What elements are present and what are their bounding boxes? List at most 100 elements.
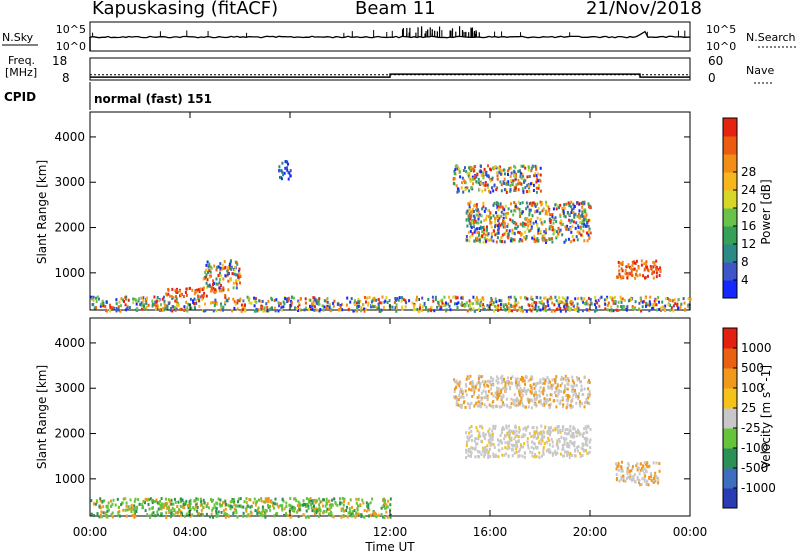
data-cell bbox=[539, 173, 542, 177]
data-cell bbox=[535, 202, 538, 206]
data-cell bbox=[512, 179, 515, 183]
data-cell bbox=[539, 229, 542, 233]
data-cell bbox=[566, 444, 569, 448]
data-cell bbox=[506, 306, 509, 310]
data-cell bbox=[107, 508, 110, 512]
data-cell bbox=[102, 511, 105, 515]
data-cell bbox=[538, 440, 541, 444]
data-cell bbox=[590, 302, 593, 306]
data-cell bbox=[236, 299, 239, 303]
data-cell bbox=[620, 297, 623, 301]
colorbar-tick-label: 20 bbox=[741, 201, 756, 215]
data-cell bbox=[578, 209, 581, 213]
data-cell bbox=[341, 308, 344, 312]
data-cell bbox=[573, 307, 576, 311]
data-cell bbox=[235, 273, 238, 277]
data-cell bbox=[468, 239, 471, 243]
data-cell bbox=[494, 225, 496, 229]
colorbar-swatch bbox=[723, 488, 737, 509]
data-cell bbox=[187, 504, 190, 508]
data-cell bbox=[536, 237, 539, 241]
colorbar-swatch bbox=[723, 190, 737, 209]
data-cell bbox=[295, 307, 297, 310]
data-cell bbox=[638, 472, 641, 476]
data-cell bbox=[631, 478, 633, 482]
data-cell bbox=[563, 442, 566, 446]
data-cell bbox=[511, 309, 513, 313]
data-cell bbox=[584, 301, 587, 305]
data-cell bbox=[304, 297, 307, 301]
data-cell bbox=[251, 504, 253, 508]
data-cell bbox=[305, 509, 308, 513]
data-cell bbox=[125, 295, 128, 299]
data-cell bbox=[534, 239, 537, 243]
data-cell bbox=[579, 225, 582, 229]
data-cell bbox=[153, 303, 156, 307]
data-cell bbox=[106, 514, 109, 518]
data-cell bbox=[109, 305, 112, 309]
data-cell bbox=[254, 509, 257, 513]
data-cell bbox=[500, 189, 503, 193]
data-cell bbox=[510, 397, 513, 401]
data-cell bbox=[478, 431, 481, 435]
data-cell bbox=[524, 405, 527, 409]
data-cell bbox=[303, 308, 306, 312]
data-cell bbox=[285, 512, 287, 516]
data-cell bbox=[172, 513, 175, 517]
data-cell bbox=[99, 499, 102, 503]
data-cell bbox=[648, 309, 651, 313]
data-cell bbox=[507, 381, 510, 385]
data-cell bbox=[479, 235, 482, 239]
data-cell bbox=[534, 172, 537, 176]
data-cell bbox=[587, 451, 590, 455]
data-cell bbox=[90, 295, 93, 299]
data-cell bbox=[160, 497, 163, 501]
data-cell bbox=[253, 309, 256, 313]
data-cell bbox=[494, 391, 497, 395]
data-cell bbox=[459, 381, 462, 385]
data-cell bbox=[483, 396, 486, 400]
data-cell bbox=[543, 220, 546, 224]
data-cell bbox=[482, 240, 485, 244]
data-cell bbox=[359, 299, 362, 303]
data-cell bbox=[298, 508, 301, 512]
data-cell bbox=[530, 218, 533, 221]
data-cell bbox=[470, 401, 473, 405]
data-cell bbox=[623, 305, 626, 309]
data-cell bbox=[473, 174, 476, 178]
data-cell bbox=[480, 173, 483, 177]
data-cell bbox=[531, 451, 534, 455]
data-cell bbox=[673, 298, 676, 302]
data-cell bbox=[359, 503, 362, 507]
data-cell bbox=[559, 309, 562, 313]
data-cell bbox=[569, 452, 572, 456]
data-cell bbox=[497, 204, 500, 208]
data-cell bbox=[452, 295, 455, 299]
data-cell bbox=[455, 379, 458, 383]
data-cell bbox=[197, 296, 200, 300]
data-cell bbox=[543, 230, 546, 234]
data-cell bbox=[513, 178, 516, 182]
data-cell bbox=[551, 444, 554, 448]
data-cell bbox=[280, 169, 283, 173]
data-cell bbox=[542, 435, 545, 439]
data-cell bbox=[549, 393, 552, 397]
data-cell bbox=[125, 308, 128, 312]
data-cell bbox=[132, 301, 135, 305]
data-cell bbox=[492, 400, 495, 404]
data-cell bbox=[498, 216, 501, 220]
data-cell bbox=[296, 509, 299, 513]
data-cell bbox=[272, 506, 275, 510]
data-cell bbox=[573, 384, 576, 388]
data-cell bbox=[572, 393, 575, 397]
data-cell bbox=[499, 405, 501, 409]
data-cell bbox=[434, 295, 437, 299]
data-cell bbox=[599, 297, 602, 301]
data-cell bbox=[304, 505, 307, 508]
data-cell bbox=[237, 278, 240, 281]
data-cell bbox=[326, 297, 329, 301]
data-cell bbox=[387, 499, 390, 503]
data-cell bbox=[214, 288, 217, 292]
data-cell bbox=[577, 397, 580, 401]
data-cell bbox=[586, 443, 589, 447]
